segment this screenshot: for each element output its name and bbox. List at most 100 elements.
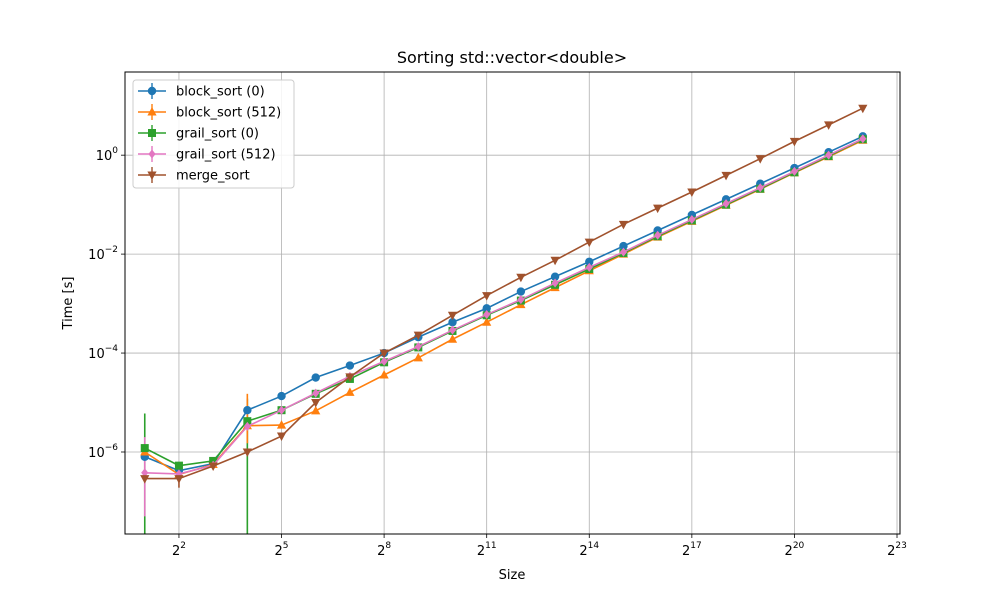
data-point bbox=[141, 468, 149, 478]
data-point bbox=[345, 361, 355, 370]
data-point bbox=[379, 349, 389, 359]
y-tick-label-base: 10 bbox=[88, 446, 105, 461]
data-point bbox=[483, 310, 491, 320]
data-point bbox=[414, 342, 422, 352]
y-tick-label-exponent: −4 bbox=[105, 344, 119, 354]
x-tick-label-base: 2 bbox=[477, 544, 485, 559]
x-tick-label-exponent: 14 bbox=[588, 541, 600, 551]
data-point bbox=[174, 475, 184, 484]
data-point bbox=[482, 317, 492, 326]
data-point bbox=[345, 387, 355, 396]
data-point bbox=[447, 334, 458, 343]
chart-title: Sorting std::vector<double> bbox=[397, 48, 627, 67]
y-tick-label-base: 10 bbox=[96, 149, 113, 164]
x-tick-label: 22 bbox=[172, 541, 186, 559]
x-tick-label-exponent: 11 bbox=[485, 541, 496, 551]
x-tick-label-base: 2 bbox=[785, 544, 793, 559]
x-tick-label-base: 2 bbox=[275, 544, 283, 559]
x-tick-label: 28 bbox=[377, 541, 391, 559]
data-point bbox=[654, 230, 662, 240]
legend-item: grail_sort (0) bbox=[138, 125, 259, 142]
data-point bbox=[413, 352, 423, 362]
data-point bbox=[517, 295, 525, 305]
data-point bbox=[619, 241, 628, 251]
data-point bbox=[174, 461, 183, 470]
data-point bbox=[550, 256, 560, 266]
data-point bbox=[790, 166, 799, 176]
data-point bbox=[379, 370, 389, 379]
y-tick-label-base: 10 bbox=[88, 248, 105, 263]
series-line bbox=[144, 135, 864, 472]
data-point bbox=[585, 262, 593, 272]
data-point bbox=[312, 388, 320, 398]
x-tick-label: 217 bbox=[682, 541, 702, 559]
x-tick-label-base: 2 bbox=[887, 544, 895, 559]
data-point bbox=[722, 199, 730, 209]
data-point bbox=[447, 311, 458, 321]
x-tick-label-exponent: 17 bbox=[690, 541, 701, 551]
legend: block_sort (0) block_sort (512) grail_sort… bbox=[132, 79, 295, 189]
y-tick-label: 10−6 bbox=[88, 443, 118, 461]
x-axis: 22 25 28 211 214 217 220 223 bbox=[172, 534, 907, 559]
legend-box bbox=[132, 79, 295, 189]
data-point bbox=[584, 238, 594, 248]
data-point bbox=[688, 215, 696, 225]
series-line bbox=[144, 107, 864, 480]
legend-label: merge_sort bbox=[176, 169, 250, 184]
y-tick-label-base: 10 bbox=[88, 347, 105, 362]
data-point bbox=[653, 204, 663, 214]
data-point bbox=[276, 432, 287, 442]
y-tick-label-exponent: −2 bbox=[105, 245, 118, 255]
data-point bbox=[687, 188, 697, 198]
data-point bbox=[550, 272, 560, 281]
legend-marker bbox=[148, 129, 156, 137]
series-line bbox=[144, 138, 864, 475]
y-tick-label-exponent: 0 bbox=[112, 146, 118, 156]
data-point bbox=[448, 325, 457, 335]
data-point bbox=[516, 287, 526, 296]
data-point bbox=[824, 121, 834, 130]
data-point bbox=[140, 444, 149, 453]
data-point bbox=[311, 399, 321, 408]
data-point bbox=[551, 278, 559, 288]
legend-label: grail_sort (512) bbox=[176, 148, 276, 163]
legend-marker bbox=[147, 86, 157, 96]
legend-marker bbox=[148, 149, 156, 159]
x-tick-label: 223 bbox=[887, 541, 907, 559]
data-point bbox=[482, 292, 492, 301]
data-point bbox=[140, 475, 150, 484]
x-tick-label-exponent: 23 bbox=[895, 541, 906, 551]
legend-marker bbox=[147, 107, 157, 116]
x-tick-label: 214 bbox=[579, 541, 599, 559]
x-tick-label-exponent: 2 bbox=[180, 541, 186, 551]
y-tick-label: 100 bbox=[96, 146, 119, 164]
data-point bbox=[243, 417, 252, 426]
plot-frame bbox=[124, 71, 901, 535]
data-point bbox=[277, 405, 286, 415]
series-4 bbox=[140, 104, 868, 484]
data-point bbox=[789, 137, 800, 147]
legend-item: merge_sort bbox=[138, 167, 250, 184]
data-point bbox=[243, 421, 251, 431]
data-point bbox=[413, 331, 423, 341]
data-point bbox=[482, 304, 491, 313]
data-point bbox=[242, 448, 252, 457]
data-point bbox=[721, 171, 731, 181]
data-point bbox=[859, 134, 867, 144]
legend-marker bbox=[147, 171, 157, 180]
data-point bbox=[243, 405, 252, 415]
grid bbox=[125, 72, 900, 534]
data-point bbox=[311, 405, 321, 415]
data-point bbox=[619, 247, 628, 257]
x-tick-label-base: 2 bbox=[172, 544, 180, 559]
series-group bbox=[140, 104, 868, 484]
y-tick-label: 10−2 bbox=[88, 245, 118, 263]
data-point bbox=[345, 373, 355, 382]
legend-label: grail_sort (0) bbox=[176, 127, 259, 142]
data-point bbox=[516, 273, 526, 283]
data-point bbox=[277, 391, 286, 401]
y-axis-label: Time [s] bbox=[61, 277, 76, 331]
x-tick-label: 220 bbox=[785, 541, 805, 559]
